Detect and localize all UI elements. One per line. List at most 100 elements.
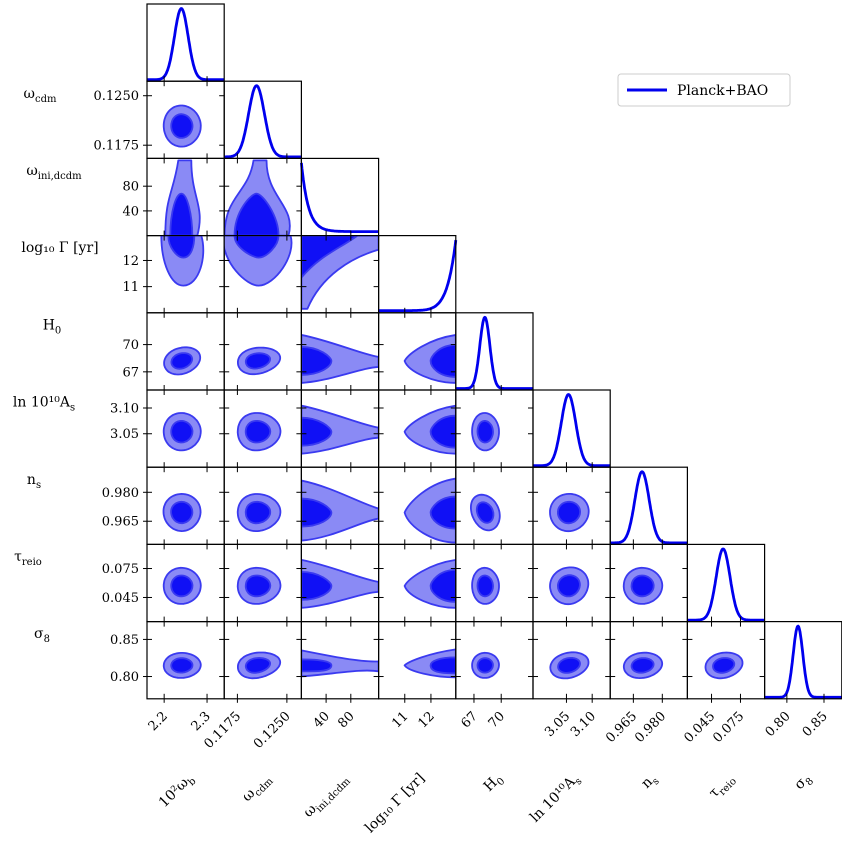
ticks-8-4 <box>455 621 533 699</box>
ticks-3-2 <box>301 235 379 313</box>
contour-68 <box>170 352 194 370</box>
x-tick-label: 0.980 <box>632 709 669 746</box>
marginal-curve <box>377 239 458 312</box>
ticks-0-0 <box>163 76 208 82</box>
panel-omega_cdm-sigma8 <box>223 620 302 700</box>
contour-68 <box>169 192 194 236</box>
panel-omega_b-log10_gamma <box>146 235 225 314</box>
panel-omega_b-sigma8 <box>146 620 225 700</box>
x-tick-label: 2.2 <box>146 709 171 734</box>
contour-68 <box>429 414 456 449</box>
contour-68 <box>429 495 456 530</box>
ticks-4-4 <box>473 385 502 390</box>
y-tick-label: 11 <box>122 280 139 295</box>
panel-log10_gamma-tau_reio <box>378 543 457 623</box>
y-param-label-omega_cdm: ωcdm <box>24 86 57 105</box>
x-tick-label: 3.05 <box>542 709 573 740</box>
contour-68 <box>476 420 494 444</box>
panel-omega_ini_dcdm-log10_gamma <box>300 235 380 314</box>
panel-omega_ini_dcdm-H0 <box>300 312 380 391</box>
x-tick-label: 11 <box>389 709 411 731</box>
x-param-label-ln10As: ln 10¹⁰As <box>527 770 584 827</box>
marginal-tau_reio <box>686 543 766 623</box>
marginal-H0 <box>455 312 534 391</box>
ticks-5-4 <box>455 390 533 468</box>
panel-omega_cdm-H0 <box>223 312 302 391</box>
x-param-label-H0: H0 <box>481 770 508 797</box>
y-tick-label: 0.85 <box>110 633 139 648</box>
panel-frame <box>300 157 380 237</box>
contour-68 <box>557 500 581 525</box>
panel-omega_ini_dcdm-ln10As <box>300 389 380 468</box>
ticks-2-1 <box>224 158 302 236</box>
marginal-curve <box>763 624 842 699</box>
ticks-8-0 <box>147 621 225 699</box>
x-param-label-omega_cdm: ωcdm <box>239 770 276 807</box>
y-param-label-log10_gamma: log₁₀ Γ [yr] <box>21 240 98 256</box>
ticks-8-8 <box>786 693 825 699</box>
contour-68 <box>429 344 456 378</box>
ticks-1-1 <box>236 153 288 159</box>
contour-68 <box>170 500 194 525</box>
panel-omega_b-ln10As <box>146 389 225 468</box>
y-tick-label: 0.1250 <box>94 89 140 104</box>
contour-68 <box>167 235 196 259</box>
panel-omega_cdm-log10_gamma <box>223 235 302 314</box>
contour-68 <box>301 346 333 376</box>
x-tick-label: 0.965 <box>603 709 640 746</box>
panel-H0-tau_reio <box>455 543 534 623</box>
legend: Planck+BAO <box>617 73 791 107</box>
x-tick-label: 40 <box>311 709 333 731</box>
x-tick-label: 0.075 <box>710 709 747 746</box>
contour-68 <box>475 501 495 524</box>
marginal-curve <box>146 7 225 82</box>
x-tick-label: 12 <box>415 709 437 731</box>
panel-omega_b-H0 <box>146 312 225 391</box>
contour-68 <box>476 574 494 598</box>
panel-omega_b-omega_ini_dcdm <box>146 157 225 237</box>
y-param-label-H0: H0 <box>43 317 62 336</box>
ticks-5-0 <box>147 390 225 468</box>
panel-omega_cdm-omega_ini_dcdm <box>223 157 302 237</box>
x-tick-label: 67 <box>458 709 480 731</box>
x-tick-label: 0.045 <box>681 709 718 746</box>
contour-68 <box>630 574 655 598</box>
contour-68 <box>170 420 194 444</box>
contour-68 <box>170 657 194 674</box>
ticks-7-2 <box>301 544 379 622</box>
marginal-sigma8 <box>763 620 842 700</box>
marginal-curve <box>455 315 534 390</box>
ticks-6-2 <box>301 467 379 545</box>
ticks-7-7 <box>711 616 741 622</box>
legend-box <box>617 73 791 107</box>
y-tick-label: 80 <box>122 180 139 195</box>
contour-68 <box>712 657 736 674</box>
ticks-5-5 <box>565 462 593 468</box>
x-param-label-log10_gamma: log₁₀ Γ [yr] <box>362 770 428 836</box>
panel-n_s-sigma8 <box>609 620 689 700</box>
x-tick-label: 0.85 <box>800 709 831 740</box>
contour-68 <box>233 235 280 259</box>
y-tick-label: 0.965 <box>102 515 139 530</box>
panel-ln10As-sigma8 <box>532 620 611 700</box>
x-param-label-n_s: ns <box>638 770 661 793</box>
panel-omega_ini_dcdm-n_s <box>300 466 380 546</box>
panel-frame <box>378 235 457 314</box>
panel-H0-ln10As <box>455 389 534 468</box>
marginal-n_s <box>609 466 689 546</box>
x-tick-label: 3.10 <box>568 709 599 740</box>
contour-68 <box>170 574 194 598</box>
contour-68 <box>557 574 581 598</box>
ticks-4-1 <box>224 312 302 390</box>
panel-H0-n_s <box>455 466 534 546</box>
panel-log10_gamma-ln10As <box>378 389 457 468</box>
x-tick-label: 0.80 <box>763 709 794 740</box>
y-tick-label: 67 <box>122 365 139 380</box>
ticks-6-1 <box>224 467 302 545</box>
marginal-curve <box>300 162 380 233</box>
y-tick-label: 40 <box>122 204 139 219</box>
panel-omega_b-omega_cdm <box>146 80 225 159</box>
contour-68 <box>244 574 272 598</box>
